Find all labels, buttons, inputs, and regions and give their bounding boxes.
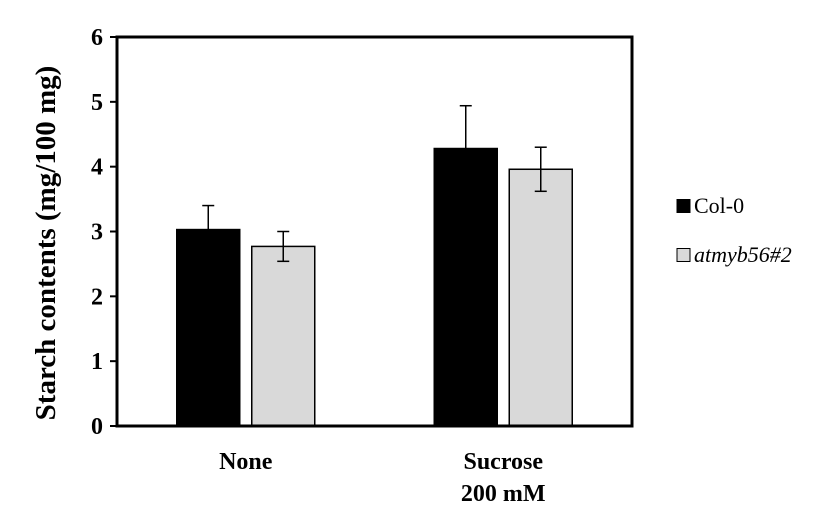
legend-label: Col-0 bbox=[694, 193, 744, 218]
legend: Col-0 atmyb56#2 bbox=[676, 193, 792, 267]
x-category-label-line: Sucrose bbox=[463, 449, 543, 475]
legend-swatch bbox=[676, 199, 691, 213]
x-category-label: None bbox=[219, 449, 273, 475]
y-axis-label: Starch contents (mg/100 mg) bbox=[30, 66, 62, 421]
legend-item: Col-0 bbox=[676, 193, 744, 218]
axes: 0 1 2 3 4 5 6 None Sucrose 200 mM bbox=[91, 25, 634, 507]
y-tick-label: 2 bbox=[91, 284, 103, 310]
y-tick-label: 5 bbox=[91, 90, 103, 116]
legend-label: atmyb56#2 bbox=[694, 242, 792, 267]
bar-col0-0 bbox=[176, 228, 241, 427]
legend-item: atmyb56#2 bbox=[676, 242, 792, 267]
y-tick-label: 6 bbox=[91, 25, 103, 51]
y-tick-label: 0 bbox=[91, 414, 103, 440]
plot-area bbox=[176, 104, 573, 427]
y-tick-label: 4 bbox=[91, 155, 103, 181]
bar-atmyb56-1 bbox=[508, 168, 573, 427]
legend-swatch bbox=[676, 248, 691, 262]
bar-atmyb56-0 bbox=[251, 245, 316, 427]
x-category-label-line: 200 mM bbox=[461, 481, 546, 506]
y-tick-label: 1 bbox=[91, 349, 103, 375]
y-tick-label: 3 bbox=[91, 220, 103, 246]
x-category-label-line: None bbox=[219, 449, 273, 475]
x-category-label: Sucrose 200 mM bbox=[461, 449, 546, 506]
